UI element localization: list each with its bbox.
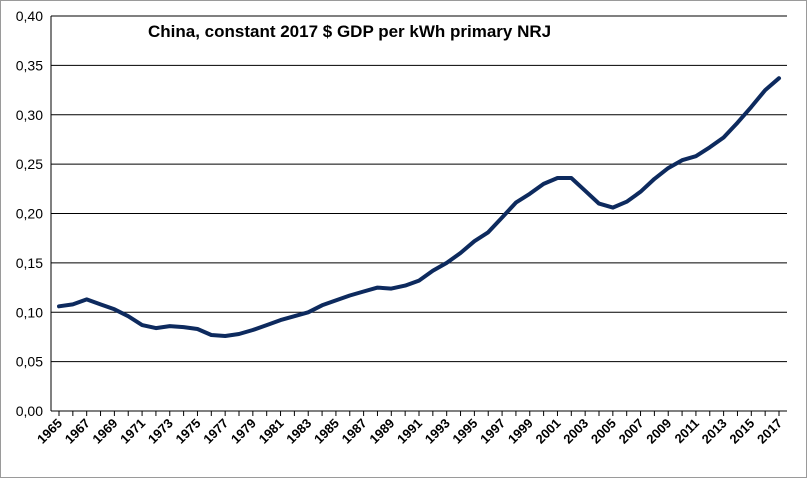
x-tick-label: 2003 xyxy=(560,416,591,447)
x-tick-label: 1987 xyxy=(339,416,370,447)
x-tick-label: 1969 xyxy=(89,416,120,447)
grid-lines xyxy=(51,15,787,412)
x-tick-label: 1989 xyxy=(366,416,397,447)
x-tick-label: 1991 xyxy=(394,416,425,447)
y-tick-label: 0,30 xyxy=(16,107,43,123)
series-line xyxy=(57,76,781,338)
x-tick-label: 2011 xyxy=(671,416,702,447)
x-tick-label: 1965 xyxy=(34,416,65,447)
x-tick-label: 1985 xyxy=(311,416,342,447)
chart-title: China, constant 2017 $ GDP per kWh prima… xyxy=(148,22,551,41)
y-axis-tick-labels: 0,00 0,05 0,10 0,15 0,20 0,25 0,30 0,35 0,40 xyxy=(16,8,43,419)
y-tick-label: 0,25 xyxy=(16,156,43,172)
y-tick-label: 0,15 xyxy=(16,255,43,271)
x-tick-label: 1971 xyxy=(117,416,148,447)
x-tick-label: 1975 xyxy=(173,416,204,447)
x-tick-label: 2001 xyxy=(533,416,564,447)
x-tick-label: 2005 xyxy=(588,416,619,447)
x-tick-label: 2013 xyxy=(699,416,730,447)
x-tick-label: 2007 xyxy=(616,416,647,447)
x-tick-label: 2017 xyxy=(754,416,785,447)
y-tick-label: 0,40 xyxy=(16,8,43,24)
x-axis-tick-labels: 1965196719691971197319751977197919811983… xyxy=(34,416,785,447)
y-tick-label: 0,20 xyxy=(16,206,43,222)
y-tick-label: 0,10 xyxy=(16,304,43,320)
y-tick-label: 0,35 xyxy=(16,57,43,73)
x-tick-label: 1967 xyxy=(62,416,93,447)
x-tick-label: 2009 xyxy=(643,416,674,447)
x-tick-label: 1981 xyxy=(256,416,287,447)
x-tick-label: 1973 xyxy=(145,416,176,447)
x-tick-label: 1995 xyxy=(449,416,480,447)
x-tick-label: 1993 xyxy=(422,416,453,447)
x-tick-label: 1997 xyxy=(477,416,508,447)
y-tick-label: 0,00 xyxy=(16,403,43,419)
x-tick-label: 1979 xyxy=(228,416,259,447)
x-tick-label: 1983 xyxy=(283,416,314,447)
x-tick-label: 1999 xyxy=(505,416,536,447)
x-tick-label: 1977 xyxy=(200,416,231,447)
y-tick-label: 0,05 xyxy=(16,354,43,370)
series-group xyxy=(57,76,781,338)
x-axis xyxy=(50,16,780,416)
x-tick-label: 2015 xyxy=(726,416,757,447)
